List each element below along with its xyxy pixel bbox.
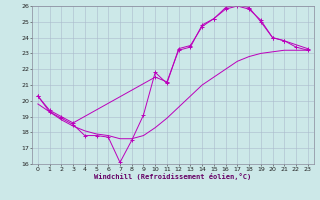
- X-axis label: Windchill (Refroidissement éolien,°C): Windchill (Refroidissement éolien,°C): [94, 173, 252, 180]
